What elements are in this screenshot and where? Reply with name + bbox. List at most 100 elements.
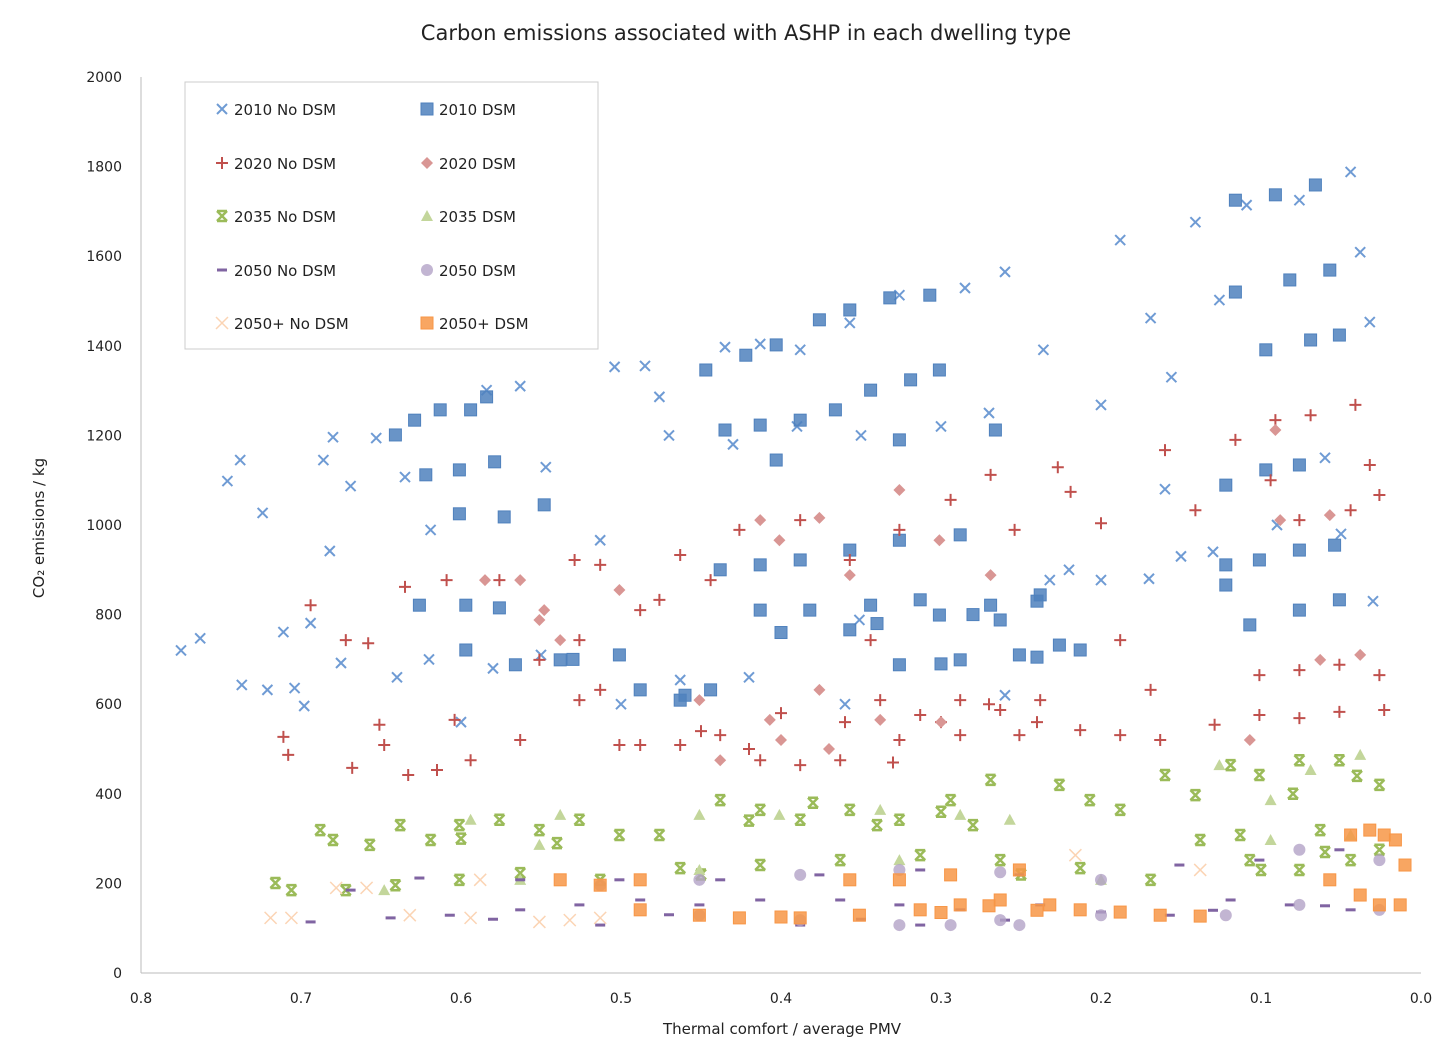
point-2010-dsm <box>1292 603 1306 617</box>
point-2020-no-dsm <box>1189 504 1202 517</box>
point-2010-no-dsm <box>639 360 651 372</box>
point-2010-no-dsm <box>1175 550 1187 563</box>
point-2035-no-dsm <box>944 793 957 807</box>
point-2050plus-dsm <box>1193 909 1207 923</box>
point-2035-dsm <box>1213 759 1226 771</box>
point-2050-no-dsm <box>1208 908 1218 912</box>
point-2010-dsm <box>1323 263 1337 277</box>
point-2010-no-dsm <box>844 317 856 329</box>
point-2020-no-dsm <box>1304 409 1317 422</box>
point-2035-no-dsm <box>1255 863 1267 877</box>
point-2020-no-dsm <box>674 549 687 562</box>
point-2010-dsm <box>1328 538 1342 552</box>
point-2010-dsm <box>793 413 807 427</box>
point-2010-dsm <box>1219 478 1233 492</box>
point-2050plus-dsm <box>1372 898 1386 912</box>
point-2020-no-dsm <box>533 653 546 666</box>
point-2050-dsm <box>1013 919 1026 932</box>
point-2020-no-dsm <box>1095 517 1107 530</box>
point-2050-dsm <box>1293 843 1306 856</box>
point-2010-no-dsm <box>1063 564 1075 576</box>
point-2010-dsm <box>704 683 718 697</box>
point-2050-no-dsm <box>515 908 526 912</box>
point-2035-no-dsm <box>714 793 727 807</box>
point-2010-no-dsm <box>999 266 1011 278</box>
x-tick-label: 0.7 <box>290 991 312 1007</box>
point-2020-no-dsm <box>954 694 967 707</box>
legend-marker-icon <box>216 209 228 223</box>
point-2020-dsm <box>933 534 946 547</box>
point-2035-no-dsm <box>389 878 402 892</box>
point-2035-dsm <box>533 838 546 850</box>
point-2035-dsm <box>1354 748 1367 760</box>
point-2020-no-dsm <box>754 754 767 767</box>
series-2050plus-no-dsm <box>264 848 1207 929</box>
point-2010-no-dsm <box>594 534 606 546</box>
point-2035-no-dsm <box>1333 753 1346 767</box>
point-2010-no-dsm <box>1319 452 1331 464</box>
point-2010-no-dsm <box>959 282 971 294</box>
y-tick-label: 1000 <box>86 518 122 534</box>
point-2010-no-dsm <box>399 471 411 483</box>
point-2020-no-dsm <box>594 558 607 571</box>
point-2050-no-dsm <box>1225 898 1236 902</box>
point-2050-no-dsm <box>1334 848 1345 852</box>
point-2020-no-dsm <box>1064 485 1077 498</box>
y-tick-label: 1200 <box>86 428 122 444</box>
point-2010-dsm <box>904 373 918 387</box>
point-2010-dsm <box>932 608 946 622</box>
point-2050plus-dsm <box>774 910 788 924</box>
point-2050plus-dsm <box>934 906 948 920</box>
point-2035-no-dsm <box>1243 853 1256 867</box>
point-2010-no-dsm <box>288 682 301 694</box>
point-2020-no-dsm <box>464 754 477 767</box>
point-2020-dsm <box>554 634 567 647</box>
point-2050-dsm <box>1095 909 1107 922</box>
point-2050-no-dsm <box>305 920 316 924</box>
point-2035-dsm <box>693 863 706 875</box>
point-2050plus-no-dsm <box>284 911 298 925</box>
point-2050plus-no-dsm <box>329 881 343 895</box>
point-2010-no-dsm <box>935 420 947 433</box>
y-tick-label: 400 <box>95 787 122 803</box>
x-tick-label: 0.4 <box>770 991 792 1007</box>
point-2050plus-dsm <box>692 908 706 922</box>
point-2010-no-dsm <box>983 407 995 419</box>
point-2010-dsm <box>1030 594 1044 608</box>
point-2010-dsm <box>1228 285 1242 299</box>
legend-box <box>184 81 599 350</box>
point-2020-no-dsm <box>864 634 877 647</box>
y-tick-label: 200 <box>95 876 122 892</box>
point-2050-no-dsm <box>1345 908 1356 912</box>
point-2035-no-dsm <box>935 805 947 818</box>
legend-label: 2020 DSM <box>439 155 516 173</box>
point-2020-no-dsm <box>1293 664 1306 677</box>
point-2010-no-dsm <box>1143 573 1155 585</box>
point-2010-dsm <box>793 553 807 567</box>
point-2020-no-dsm <box>1349 398 1362 411</box>
point-2010-no-dsm <box>794 344 806 356</box>
series-2050-dsm <box>594 843 1386 932</box>
point-2010-dsm <box>537 498 551 512</box>
point-2010-dsm <box>923 288 937 302</box>
point-2050plus-dsm <box>944 868 958 882</box>
point-2050-no-dsm <box>614 878 625 882</box>
point-2035-no-dsm <box>871 818 883 832</box>
point-2020-dsm <box>874 713 887 726</box>
point-2010-dsm <box>870 617 884 631</box>
point-2050plus-dsm <box>1113 905 1127 919</box>
point-2050plus-dsm <box>913 903 927 917</box>
point-2010-dsm <box>769 338 783 352</box>
point-2010-no-dsm <box>1095 574 1107 586</box>
point-2010-dsm <box>753 558 767 572</box>
point-2050plus-dsm <box>553 873 567 887</box>
point-2010-no-dsm <box>424 524 437 536</box>
point-2020-no-dsm <box>573 634 586 647</box>
point-2010-dsm <box>803 603 817 617</box>
point-2010-no-dsm <box>839 698 851 710</box>
point-2010-dsm <box>892 433 906 447</box>
point-2035-no-dsm <box>914 848 927 862</box>
point-2010-dsm <box>913 593 927 607</box>
point-2020-no-dsm <box>346 761 359 774</box>
point-2010-no-dsm <box>256 507 269 519</box>
